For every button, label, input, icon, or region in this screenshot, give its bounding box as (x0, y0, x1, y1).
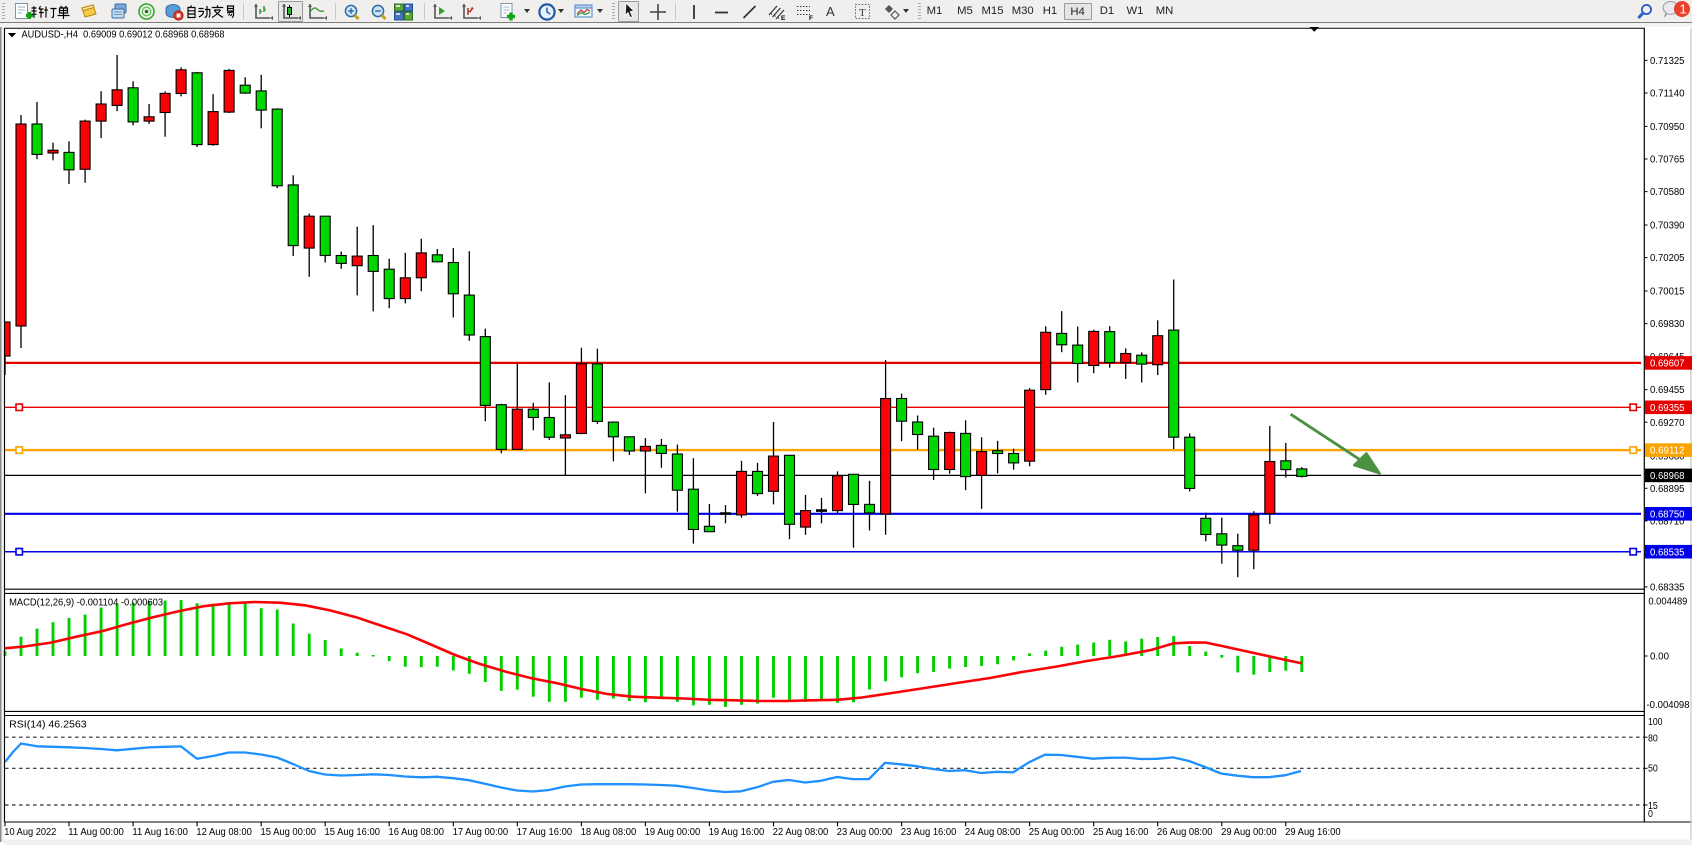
svg-text:E: E (781, 15, 786, 22)
svg-text:0.69607: 0.69607 (1650, 359, 1685, 370)
svg-text:0.70390: 0.70390 (1650, 221, 1685, 232)
svg-text:1: 1 (1680, 2, 1687, 17)
svg-text:AUDUSD-,H4 0.69009 0.69012 0.: AUDUSD-,H4 0.69009 0.69012 0.68968 0.689… (22, 29, 225, 40)
svg-text:T: T (859, 7, 866, 19)
svg-text:0.70580: 0.70580 (1650, 187, 1685, 198)
svg-text:-0.004098: -0.004098 (1647, 700, 1691, 711)
svg-text:19 Aug 00:00: 19 Aug 00:00 (645, 827, 701, 838)
svg-text:0.69270: 0.69270 (1650, 418, 1685, 429)
svg-text:0.70015: 0.70015 (1650, 287, 1685, 298)
svg-text:F: F (809, 15, 813, 22)
svg-text:16 Aug 08:00: 16 Aug 08:00 (389, 827, 445, 838)
svg-text:15 Aug 16:00: 15 Aug 16:00 (325, 827, 381, 838)
svg-text:24 Aug 08:00: 24 Aug 08:00 (965, 827, 1021, 838)
svg-text:23 Aug 16:00: 23 Aug 16:00 (901, 827, 957, 838)
svg-text:17 Aug 00:00: 17 Aug 00:00 (453, 827, 509, 838)
svg-text:50: 50 (1648, 764, 1658, 775)
svg-text:0.70950: 0.70950 (1650, 122, 1685, 133)
svg-text:0.70205: 0.70205 (1650, 253, 1685, 264)
svg-text:0.68895: 0.68895 (1650, 484, 1685, 495)
svg-text:0.71140: 0.71140 (1650, 89, 1685, 100)
svg-text:80: 80 (1648, 734, 1658, 745)
svg-text:23 Aug 00:00: 23 Aug 00:00 (837, 827, 893, 838)
svg-text:0.68335: 0.68335 (1650, 583, 1685, 594)
svg-text:0.004489: 0.004489 (1648, 597, 1687, 608)
svg-text:0.69355: 0.69355 (1650, 403, 1685, 414)
svg-text:0.00: 0.00 (1650, 652, 1670, 663)
svg-text:18 Aug 08:00: 18 Aug 08:00 (581, 827, 637, 838)
svg-text:0.70765: 0.70765 (1650, 155, 1685, 166)
svg-text:0.68968: 0.68968 (1650, 471, 1685, 482)
svg-text:MACD(12,26,9) -0.001104 -0.000: MACD(12,26,9) -0.001104 -0.000603 (9, 597, 164, 608)
svg-text:0.68535: 0.68535 (1650, 547, 1685, 558)
svg-text:0: 0 (1648, 809, 1653, 820)
svg-text:RSI(14) 46.2563: RSI(14) 46.2563 (9, 720, 87, 731)
svg-text:17 Aug 16:00: 17 Aug 16:00 (517, 827, 573, 838)
svg-text:0.68750: 0.68750 (1650, 509, 1685, 520)
svg-text:12 Aug 08:00: 12 Aug 08:00 (196, 827, 252, 838)
svg-text:0.69455: 0.69455 (1650, 385, 1685, 396)
svg-text:0.69830: 0.69830 (1650, 319, 1685, 330)
svg-text:22 Aug 08:00: 22 Aug 08:00 (773, 827, 829, 838)
svg-text:19 Aug 16:00: 19 Aug 16:00 (709, 827, 765, 838)
svg-text:10 Aug 2022: 10 Aug 2022 (4, 827, 56, 838)
svg-text:29 Aug 16:00: 29 Aug 16:00 (1285, 827, 1341, 838)
svg-text:25 Aug 00:00: 25 Aug 00:00 (1029, 827, 1085, 838)
svg-text:11 Aug 00:00: 11 Aug 00:00 (68, 827, 124, 838)
svg-text:0.68710: 0.68710 (1650, 517, 1685, 528)
svg-text:0.69112: 0.69112 (1650, 446, 1685, 457)
svg-text:15 Aug 00:00: 15 Aug 00:00 (261, 827, 317, 838)
svg-text:29 Aug 00:00: 29 Aug 00:00 (1221, 827, 1277, 838)
svg-text:15: 15 (1648, 801, 1658, 812)
svg-text:11 Aug 16:00: 11 Aug 16:00 (132, 827, 188, 838)
svg-text:0.71325: 0.71325 (1650, 56, 1685, 67)
svg-text:100: 100 (1648, 717, 1663, 728)
svg-text:26 Aug 08:00: 26 Aug 08:00 (1157, 827, 1213, 838)
svg-text:25 Aug 16:00: 25 Aug 16:00 (1093, 827, 1149, 838)
